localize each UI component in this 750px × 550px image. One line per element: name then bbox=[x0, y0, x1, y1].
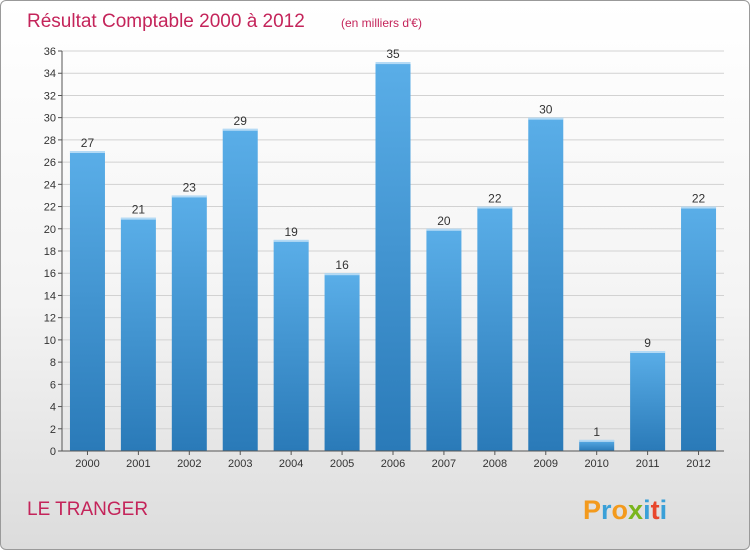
y-tick-label: 26 bbox=[44, 157, 56, 169]
chart-title: Résultat Comptable 2000 à 2012 bbox=[27, 11, 305, 32]
data-label: 21 bbox=[132, 203, 146, 217]
data-label: 22 bbox=[488, 192, 502, 206]
x-tick-label: 2005 bbox=[330, 458, 354, 470]
y-tick-label: 16 bbox=[44, 268, 56, 280]
logo-text: Proxiti bbox=[583, 495, 667, 525]
bar-highlight bbox=[69, 151, 105, 153]
bar-highlight bbox=[171, 195, 207, 198]
data-label: 22 bbox=[692, 192, 706, 206]
x-tick-label: 2011 bbox=[636, 458, 660, 470]
bar-highlight bbox=[222, 128, 258, 131]
x-tick-label: 2001 bbox=[126, 458, 150, 470]
data-label: 35 bbox=[386, 47, 400, 61]
bar-highlight bbox=[681, 206, 717, 209]
bar-highlight bbox=[120, 217, 156, 220]
x-tick-label: 2003 bbox=[228, 458, 252, 470]
logo-letter: o bbox=[612, 495, 629, 525]
logo-letter: P bbox=[583, 495, 601, 525]
y-tick-label: 8 bbox=[50, 357, 56, 369]
data-label: 16 bbox=[335, 258, 349, 272]
y-tick-label: 4 bbox=[50, 402, 56, 414]
proxiti-logo: Proxiti bbox=[583, 495, 667, 525]
bar-2008 bbox=[477, 206, 513, 451]
bar-2006 bbox=[375, 62, 411, 451]
logo-letter: r bbox=[601, 495, 612, 525]
bar-highlight bbox=[375, 62, 411, 65]
y-tick-label: 10 bbox=[44, 335, 56, 347]
x-tick-label: 2008 bbox=[483, 458, 507, 470]
bar-highlight bbox=[273, 239, 309, 242]
data-label: 9 bbox=[644, 336, 651, 350]
y-tick-label: 30 bbox=[44, 113, 56, 125]
bar-highlight bbox=[324, 273, 360, 276]
data-label: 1 bbox=[593, 425, 600, 439]
bar-2010 bbox=[579, 439, 615, 451]
logo-letter: i bbox=[643, 495, 651, 525]
x-tick-label: 2006 bbox=[381, 458, 405, 470]
data-label: 23 bbox=[183, 180, 197, 194]
data-label: 19 bbox=[284, 225, 298, 239]
x-tick-label: 2012 bbox=[686, 458, 710, 470]
bar-highlight bbox=[477, 206, 513, 209]
y-tick-label: 24 bbox=[44, 179, 56, 191]
y-tick-label: 22 bbox=[44, 202, 56, 214]
logo-letter: x bbox=[628, 495, 643, 525]
chart-subtitle: (en milliers d'€) bbox=[341, 16, 422, 30]
data-label: 27 bbox=[81, 136, 95, 150]
bar-2003 bbox=[222, 128, 258, 451]
x-tick-label: 2004 bbox=[279, 458, 303, 470]
y-tick-label: 14 bbox=[44, 290, 56, 302]
y-tick-label: 0 bbox=[50, 446, 56, 458]
data-label: 29 bbox=[234, 114, 248, 128]
bar-2007 bbox=[426, 228, 462, 451]
bar-highlight bbox=[579, 439, 615, 442]
bar-highlight bbox=[630, 351, 666, 353]
bar-2005 bbox=[324, 273, 360, 451]
y-tick-label: 32 bbox=[44, 90, 56, 102]
bar-2004 bbox=[273, 239, 309, 451]
bar-2011 bbox=[630, 351, 666, 451]
y-tick-label: 18 bbox=[44, 246, 56, 258]
bar-2002 bbox=[171, 195, 207, 451]
bar-2009 bbox=[528, 117, 564, 452]
data-label: 30 bbox=[539, 103, 553, 117]
y-tick-label: 36 bbox=[44, 46, 56, 58]
y-tick-label: 28 bbox=[44, 135, 56, 147]
bar-highlight bbox=[528, 117, 564, 120]
x-tick-label: 2007 bbox=[432, 458, 456, 470]
x-axis: 2000 2001 2002 2003 2004 2005 2006 2007 2008 2009… bbox=[62, 450, 724, 470]
y-tick-label: 20 bbox=[44, 224, 56, 236]
place-name: LE TRANGER bbox=[27, 499, 148, 520]
x-tick-label: 2009 bbox=[534, 458, 558, 470]
y-tick-label: 12 bbox=[44, 313, 56, 325]
logo-letter: t bbox=[651, 495, 660, 525]
x-tick-label: 2002 bbox=[177, 458, 201, 470]
y-tick-label: 6 bbox=[50, 379, 56, 391]
x-tick-label: 2000 bbox=[75, 458, 99, 470]
bar-2012 bbox=[681, 206, 717, 451]
y-tick-label: 2 bbox=[50, 424, 56, 436]
logo-letter: i bbox=[660, 495, 668, 525]
data-label: 20 bbox=[437, 214, 451, 228]
bar-highlight bbox=[426, 228, 462, 231]
bar-2001 bbox=[120, 217, 156, 451]
y-tick-label: 34 bbox=[44, 68, 56, 80]
x-tick-label: 2010 bbox=[584, 458, 608, 470]
bar-2000 bbox=[69, 151, 105, 451]
